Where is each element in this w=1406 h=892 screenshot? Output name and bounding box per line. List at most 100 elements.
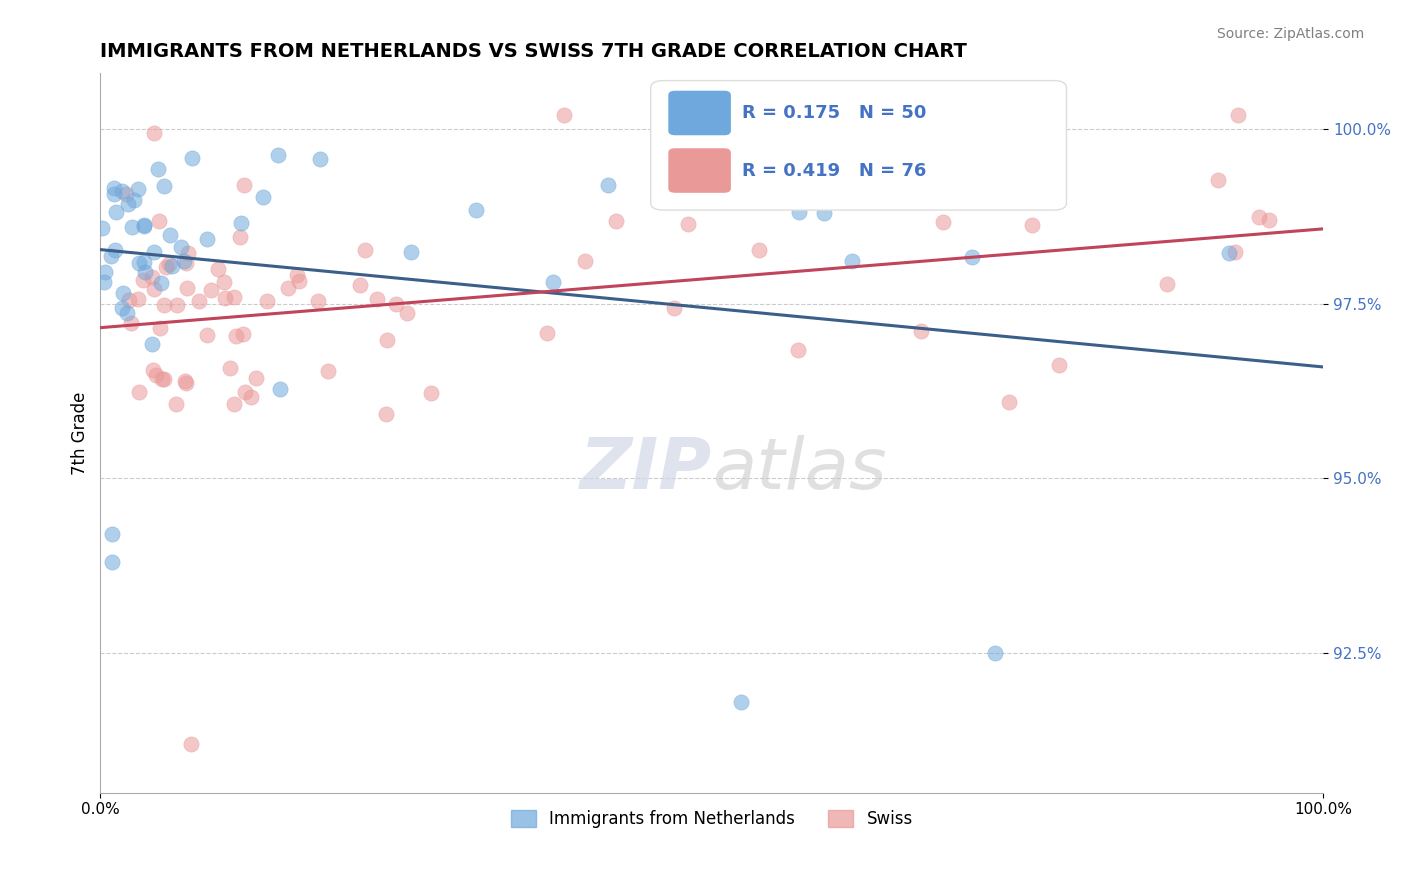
- Text: IMMIGRANTS FROM NETHERLANDS VS SWISS 7TH GRADE CORRELATION CHART: IMMIGRANTS FROM NETHERLANDS VS SWISS 7TH…: [100, 42, 967, 61]
- Point: [1227, 108, 1250, 122]
- Point: [111, 285, 134, 300]
- Point: [165, 397, 187, 411]
- Point: [128, 384, 150, 399]
- Point: [117, 197, 139, 211]
- Point: [748, 244, 770, 258]
- Point: [145, 368, 167, 383]
- FancyBboxPatch shape: [669, 91, 730, 135]
- Point: [155, 260, 177, 274]
- Point: [212, 275, 235, 289]
- Point: [224, 290, 246, 304]
- Point: [153, 178, 176, 193]
- Point: [176, 280, 198, 294]
- Point: [166, 298, 188, 312]
- Point: [308, 153, 330, 167]
- Point: [103, 186, 125, 201]
- Point: [222, 397, 245, 411]
- Point: [1247, 210, 1270, 224]
- Point: [157, 257, 180, 271]
- Point: [195, 232, 218, 246]
- Point: [103, 181, 125, 195]
- Point: [596, 178, 619, 192]
- Point: [174, 376, 197, 390]
- FancyBboxPatch shape: [669, 149, 730, 192]
- Point: [101, 555, 124, 569]
- Point: [984, 646, 1007, 660]
- Point: [385, 297, 408, 311]
- Text: Source: ZipAtlas.com: Source: ZipAtlas.com: [1216, 27, 1364, 41]
- Point: [252, 190, 274, 204]
- Point: [229, 216, 252, 230]
- Point: [93, 265, 115, 279]
- Point: [288, 274, 311, 288]
- Point: [962, 250, 984, 264]
- Y-axis label: 7th Grade: 7th Grade: [72, 392, 89, 475]
- Point: [127, 293, 149, 307]
- Point: [120, 316, 142, 330]
- Point: [207, 261, 229, 276]
- Text: ZIP: ZIP: [579, 434, 711, 503]
- Point: [214, 291, 236, 305]
- Point: [114, 186, 136, 201]
- Point: [1206, 172, 1229, 186]
- Point: [354, 243, 377, 257]
- Point: [132, 218, 155, 232]
- Point: [231, 327, 253, 342]
- Point: [143, 244, 166, 259]
- Point: [465, 203, 488, 218]
- Point: [267, 148, 290, 162]
- Point: [90, 221, 112, 235]
- Point: [239, 390, 262, 404]
- Point: [181, 152, 204, 166]
- Point: [307, 293, 329, 308]
- Point: [122, 193, 145, 207]
- Point: [153, 372, 176, 386]
- Point: [229, 229, 252, 244]
- Point: [148, 214, 170, 228]
- Point: [366, 292, 388, 306]
- Point: [676, 217, 699, 231]
- Point: [101, 527, 124, 541]
- Point: [93, 275, 115, 289]
- Point: [200, 284, 222, 298]
- Point: [170, 240, 193, 254]
- Point: [143, 126, 166, 140]
- Point: [142, 363, 165, 377]
- Point: [235, 384, 257, 399]
- Text: R = 0.175   N = 50: R = 0.175 N = 50: [742, 104, 927, 122]
- Point: [841, 253, 863, 268]
- Point: [1218, 245, 1240, 260]
- Legend: Immigrants from Netherlands, Swiss: Immigrants from Netherlands, Swiss: [505, 803, 920, 835]
- Point: [121, 220, 143, 235]
- Point: [225, 329, 247, 343]
- Point: [159, 228, 181, 243]
- Point: [134, 255, 156, 269]
- Point: [1225, 245, 1247, 260]
- Point: [111, 301, 134, 315]
- Point: [141, 336, 163, 351]
- Point: [1021, 218, 1043, 232]
- Point: [1156, 277, 1178, 291]
- Point: [143, 282, 166, 296]
- Point: [219, 360, 242, 375]
- Point: [316, 364, 339, 378]
- Text: atlas: atlas: [711, 434, 886, 503]
- Point: [118, 293, 141, 308]
- Point: [998, 394, 1021, 409]
- Point: [152, 297, 174, 311]
- FancyBboxPatch shape: [651, 80, 1067, 211]
- Point: [128, 256, 150, 270]
- Point: [349, 278, 371, 293]
- Point: [399, 245, 422, 260]
- Text: R = 0.419   N = 76: R = 0.419 N = 76: [742, 161, 927, 179]
- Point: [541, 276, 564, 290]
- Point: [420, 386, 443, 401]
- Point: [375, 408, 398, 422]
- Point: [730, 695, 752, 709]
- Point: [115, 305, 138, 319]
- Point: [396, 305, 419, 319]
- Point: [131, 272, 153, 286]
- Point: [285, 268, 308, 282]
- Point: [931, 215, 953, 229]
- Point: [574, 254, 596, 268]
